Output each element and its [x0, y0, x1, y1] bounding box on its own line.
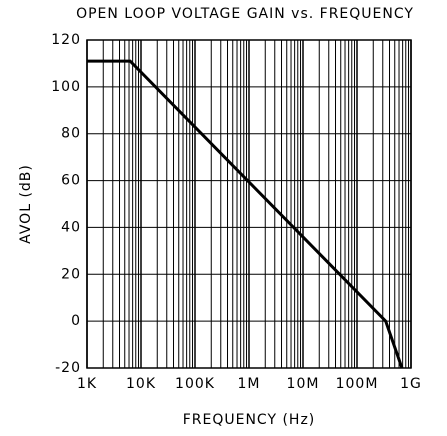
- chart-title: OPEN LOOP VOLTAGE GAIN vs. FREQUENCY: [76, 6, 414, 22]
- x-tick-label: 10M: [287, 376, 320, 392]
- y-tick-label: -20: [55, 360, 81, 376]
- x-axis-label: FREQUENCY (Hz): [183, 412, 316, 428]
- y-tick-label: 40: [61, 219, 81, 235]
- y-tick-label: 80: [61, 126, 81, 142]
- x-tick-label: 1G: [400, 376, 422, 392]
- y-tick-label: 20: [61, 266, 81, 282]
- y-tick-label: 0: [71, 313, 81, 329]
- y-tick-label: 100: [51, 79, 81, 95]
- x-tick-label: 1M: [238, 376, 261, 392]
- y-axis-label: AVOL (dB): [18, 164, 34, 244]
- plot-frame: [86, 39, 412, 369]
- x-tick-label: 10K: [126, 376, 156, 392]
- data-line: [87, 59, 404, 369]
- x-tick-label: 1K: [77, 376, 97, 392]
- x-tick-label: 100K: [175, 376, 215, 392]
- y-tick-label: 60: [61, 173, 81, 189]
- y-tick-label: 120: [51, 32, 81, 48]
- x-tick-label: 100M: [336, 376, 379, 392]
